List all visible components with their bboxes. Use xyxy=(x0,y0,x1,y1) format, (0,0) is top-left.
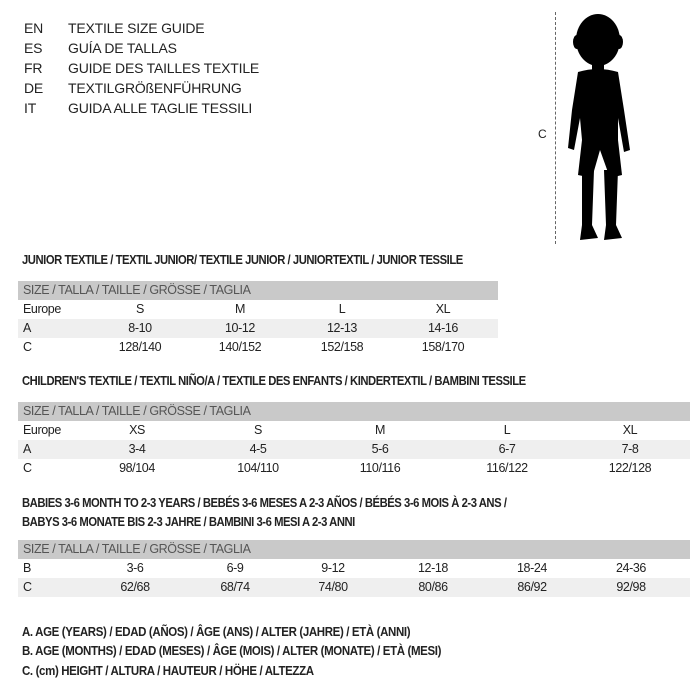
table-cell: 122/128 xyxy=(608,461,652,475)
table-header: SIZE / TALLA / TAILLE / GRÖSSE / TAGLIA xyxy=(23,404,251,418)
table-cell: 5-6 xyxy=(371,442,389,456)
table-cell: 18-24 xyxy=(517,561,547,575)
table-row: C 128/140 140/152 152/158 158/170 xyxy=(18,338,498,357)
legend-item: B. AGE (MONTHS) / EDAD (MESES) / ÂGE (MO… xyxy=(22,644,442,658)
table-cell: M xyxy=(234,302,246,316)
table-cell: 68/74 xyxy=(220,580,250,594)
table-cell: 12-18 xyxy=(418,561,448,575)
table-cell: L xyxy=(338,302,346,316)
table-row: B 3-6 6-9 9-12 12-18 18-24 24-36 xyxy=(18,559,690,578)
height-measure-line xyxy=(555,12,556,244)
table-cell: 3-6 xyxy=(126,561,144,575)
height-measure-label: C xyxy=(538,127,547,141)
table-cell: 14-16 xyxy=(428,321,458,335)
table-header-row: SIZE / TALLA / TAILLE / GRÖSSE / TAGLIA xyxy=(18,402,690,421)
lang-code: EN xyxy=(24,20,44,36)
junior-section-title: JUNIOR TEXTILE / TEXTIL JUNIOR/ TEXTILE … xyxy=(22,253,463,267)
row-label: C xyxy=(23,461,32,475)
lang-title: TEXTILGRÖßENFÜHRUNG xyxy=(68,80,242,96)
row-label: A xyxy=(23,442,31,456)
table-cell: S xyxy=(136,302,144,316)
table-row: A 3-4 4-5 5-6 6-7 7-8 xyxy=(18,440,690,459)
table-cell: L xyxy=(503,423,511,437)
row-label: C xyxy=(23,580,32,594)
table-cell: 3-4 xyxy=(128,442,146,456)
table-cell: 6-9 xyxy=(226,561,244,575)
table-row: Europe S M L XL xyxy=(18,300,498,319)
table-cell: M xyxy=(374,423,386,437)
row-label: B xyxy=(23,561,31,575)
table-cell: 9-12 xyxy=(321,561,345,575)
children-size-table: SIZE / TALLA / TAILLE / GRÖSSE / TAGLIA … xyxy=(18,402,690,478)
lang-code: ES xyxy=(24,40,43,56)
table-cell: 62/68 xyxy=(120,580,150,594)
table-cell: 98/104 xyxy=(119,461,155,475)
table-cell: 4-5 xyxy=(249,442,267,456)
table-cell: 10-12 xyxy=(225,321,255,335)
babies-section-title-line1: BABIES 3-6 MONTH TO 2-3 YEARS / BEBÉS 3-… xyxy=(22,496,507,510)
table-cell: 6-7 xyxy=(498,442,516,456)
babies-size-table: SIZE / TALLA / TAILLE / GRÖSSE / TAGLIA … xyxy=(18,540,690,597)
table-header-row: SIZE / TALLA / TAILLE / GRÖSSE / TAGLIA xyxy=(18,281,498,300)
table-row: A 8-10 10-12 12-13 14-16 xyxy=(18,319,498,338)
lang-code: DE xyxy=(24,80,44,96)
table-header: SIZE / TALLA / TAILLE / GRÖSSE / TAGLIA xyxy=(23,542,251,556)
table-row: Europe XS S M L XL xyxy=(18,421,690,440)
table-cell: 8-10 xyxy=(128,321,152,335)
row-label: Europe xyxy=(23,302,61,316)
lang-code: IT xyxy=(24,100,37,116)
lang-title: GUIDE DES TAILLES TEXTILE xyxy=(68,60,260,76)
table-cell: 116/122 xyxy=(486,461,528,475)
row-label: C xyxy=(23,340,32,354)
table-header: SIZE / TALLA / TAILLE / GRÖSSE / TAGLIA xyxy=(23,283,251,297)
table-cell: 80/86 xyxy=(418,580,448,594)
table-cell: 140/152 xyxy=(218,340,262,354)
table-cell: 152/158 xyxy=(320,340,364,354)
lang-title: TEXTILE SIZE GUIDE xyxy=(68,20,205,36)
table-cell: 24-36 xyxy=(616,561,646,575)
table-cell: 110/116 xyxy=(359,461,401,475)
lang-code: FR xyxy=(24,60,43,76)
table-row: C 98/104 104/110 110/116 116/122 122/128 xyxy=(18,459,690,478)
table-cell: 104/110 xyxy=(237,461,279,475)
row-label: Europe xyxy=(23,423,61,437)
babies-section-title-line2: BABYS 3-6 MONATE BIS 2-3 JAHRE / BAMBINI… xyxy=(22,515,355,529)
lang-title: GUIDA ALLE TAGLIE TESSILI xyxy=(68,100,253,116)
table-cell: 7-8 xyxy=(621,442,639,456)
children-section-title: CHILDREN'S TEXTILE / TEXTIL NIÑO/A / TEX… xyxy=(22,374,526,388)
table-row: C 62/68 68/74 74/80 80/86 86/92 92/98 xyxy=(18,578,690,597)
row-label: A xyxy=(23,321,31,335)
table-cell: 86/92 xyxy=(517,580,547,594)
table-header-row: SIZE / TALLA / TAILLE / GRÖSSE / TAGLIA xyxy=(18,540,690,559)
lang-title: GUÍA DE TALLAS xyxy=(68,40,177,56)
legend-item: C. (cm) HEIGHT / ALTURA / HAUTEUR / HÖHE… xyxy=(22,664,314,678)
child-silhouette-icon xyxy=(568,14,630,240)
table-cell: XL xyxy=(435,302,451,316)
table-cell: 12-13 xyxy=(327,321,357,335)
table-cell: 128/140 xyxy=(118,340,162,354)
table-cell: 74/80 xyxy=(318,580,348,594)
table-cell: XL xyxy=(622,423,638,437)
table-cell: XS xyxy=(129,423,145,437)
table-cell: S xyxy=(254,423,262,437)
junior-size-table: SIZE / TALLA / TAILLE / GRÖSSE / TAGLIA … xyxy=(18,281,498,357)
legend-item: A. AGE (YEARS) / EDAD (AÑOS) / ÂGE (ANS)… xyxy=(22,625,411,639)
table-cell: 158/170 xyxy=(421,340,465,354)
table-cell: 92/98 xyxy=(616,580,646,594)
